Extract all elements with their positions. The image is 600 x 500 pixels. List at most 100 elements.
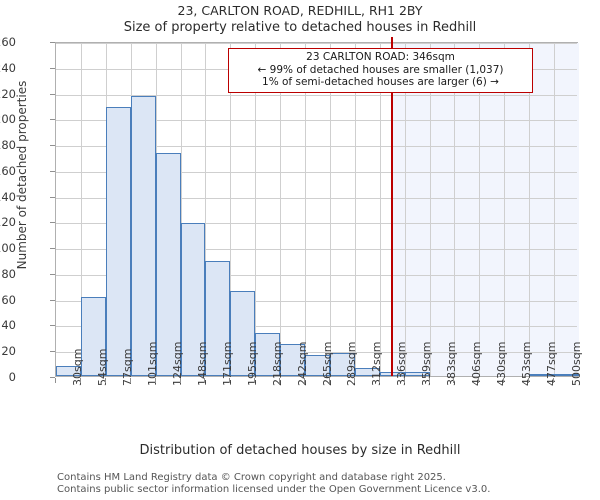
gridline-vertical [180,43,182,376]
marker-layer [56,37,577,376]
y-axis-tick-label: 80 [1,266,16,281]
gridline-horizontal [56,146,577,148]
x-axis-tick-mark [179,378,181,383]
y-axis-tick-mark [50,170,55,172]
y-axis-tick-mark [50,377,55,378]
histogram-bar [56,365,81,376]
histogram-bar [180,222,206,376]
gridline-vertical [379,43,381,376]
histogram-bar [554,374,579,376]
gridline-vertical [80,43,82,376]
footer-attribution: Contains HM Land Registry data © Crown c… [57,472,587,495]
x-axis-tick-label: 101sqm [146,341,160,386]
y-axis-tick-label: 160 [0,163,16,178]
gridline-horizontal [56,300,577,302]
x-axis-tick-mark [204,378,206,383]
x-axis-tick-label: 265sqm [320,341,334,386]
x-axis-tick-label: 406sqm [469,341,483,386]
y-axis-tick-label: 260 [0,35,16,49]
x-axis-tick-mark [154,378,156,383]
x-axis-tick-mark [129,378,131,383]
x-axis-tick-mark [328,378,330,383]
y-axis-tick-mark [50,196,55,198]
property-size-marker-line [390,37,393,376]
highlight-band-layer [56,43,579,376]
y-axis-tick-mark [50,273,55,275]
y-axis-tick-mark [50,119,55,121]
chart-title-block: 23, CARLTON ROAD, REDHILL, RH1 2BY Size … [0,3,600,36]
gridline-horizontal [56,249,577,251]
gridline-vertical [404,43,406,376]
histogram-bar [404,372,430,376]
histogram-bar [529,374,555,376]
x-axis-tick-mark [528,378,530,383]
y-axis-tick-label: 120 [0,215,16,230]
y-axis-tick-mark [50,299,55,301]
y-axis-tick-label: 220 [0,86,16,101]
gridline-horizontal [56,43,577,44]
annotation-property-label: 23 CARLTON ROAD: 346sqm [306,51,455,63]
histogram-bar [205,261,231,376]
x-axis-tick-label: 124sqm [171,341,185,386]
x-axis-title: Distribution of detached houses by size … [139,443,461,458]
y-axis-tick-label: 0 [8,370,16,384]
y-axis-tick-mark [50,67,55,69]
annotation-smaller-text: ← 99% of detached houses are smaller (1,… [257,63,504,76]
chart-subtitle: Size of property relative to detached ho… [123,20,477,35]
gridline-vertical [529,43,531,376]
gridline-vertical [454,43,456,376]
x-axis-tick-label: 430sqm [494,341,508,386]
larger-properties-band [390,43,579,376]
x-axis-tick-label: 242sqm [295,341,309,386]
y-axis-tick-label: 180 [0,138,16,153]
histogram-bar [80,297,106,376]
x-axis-tick-label: 148sqm [195,341,209,386]
gridline-horizontal [56,274,577,276]
page-title: 23, CARLTON ROAD, REDHILL, RH1 2BY [177,3,423,18]
footer-line-1: Contains HM Land Registry data © Crown c… [57,472,446,483]
histogram-bar [155,153,181,376]
gridline-horizontal [56,197,577,199]
property-annotation-box: 23 CARLTON ROAD: 346sqm ← 99% of detache… [228,48,533,93]
histogram-bar [329,352,355,376]
gridline-horizontal [56,326,577,328]
y-axis-tick-mark [50,222,55,224]
y-axis-tick-mark [50,93,55,95]
x-axis-tick-mark [378,378,380,383]
y-axis-tick-mark [50,351,55,353]
x-axis-tick-label: 54sqm [96,348,110,386]
y-axis-tick-mark [50,42,55,43]
gridline-vertical [504,43,506,376]
gridline-vertical [554,43,556,376]
gridline-vertical [255,43,257,376]
y-axis-tick-label: 140 [0,189,16,204]
x-axis-tick-label: 312sqm [370,341,384,386]
x-axis-tick-mark [304,378,306,383]
x-axis-tick-mark [79,378,81,383]
y-axis-tick-label: 200 [0,112,16,127]
gridline-horizontal [56,171,577,173]
x-axis-tick-mark [279,378,281,383]
y-axis-tick-mark [50,248,55,250]
gridline-vertical [329,43,331,376]
gridline-vertical [205,43,207,376]
gridline-vertical [479,43,481,376]
bars-layer [56,43,579,376]
x-axis-tick-label: 289sqm [345,341,359,386]
x-axis-tick-mark [104,378,106,383]
y-axis-tick-label: 240 [0,60,16,75]
y-axis-title: Number of detached properties [15,80,29,270]
x-axis-tick-mark [453,378,455,383]
histogram-bar [255,333,281,376]
histogram-bar [130,96,156,376]
gridline-horizontal [56,352,577,354]
histogram-bar [105,106,131,376]
footer-line-2: Contains public sector information licen… [57,483,491,495]
x-axis-tick-mark [353,378,355,383]
x-axis-tick-mark [478,378,480,383]
histogram-bar [280,343,306,376]
x-axis-tick-label: 195sqm [245,341,259,386]
gridline-horizontal [56,94,577,96]
gridline-vertical [280,43,282,376]
gridline-vertical [429,43,431,376]
